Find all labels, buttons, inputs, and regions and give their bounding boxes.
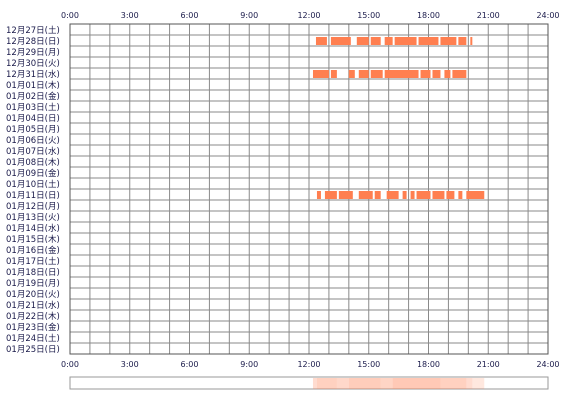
activity-bar <box>466 191 485 199</box>
activity-bar <box>432 191 445 199</box>
x-tick-label-bottom: 12:00 <box>297 360 320 369</box>
activity-bar <box>358 70 369 78</box>
x-tick-label-top: 6:00 <box>181 11 199 20</box>
activity-bars <box>312 37 485 199</box>
summary-segment <box>336 378 349 389</box>
x-tick-label-top: 9:00 <box>240 11 258 20</box>
row-label: 01月02日(金) <box>6 91 60 102</box>
x-tick-label-top: 0:00 <box>61 11 79 20</box>
row-label: 01月25日(日) <box>6 345 60 355</box>
activity-bar <box>338 191 353 199</box>
activity-bar <box>452 70 467 78</box>
row-label: 01月19日(月) <box>6 279 60 289</box>
plot-frame <box>69 23 549 355</box>
row-label: 01月16日(金) <box>6 245 60 256</box>
row-label: 01月15日(木) <box>6 234 60 245</box>
activity-bar <box>458 191 463 199</box>
row-label: 01月05日(月) <box>6 125 60 135</box>
activity-bar <box>384 37 393 45</box>
grid <box>69 23 549 355</box>
summary-segment <box>440 378 467 389</box>
row-label: 01月09日(金) <box>6 168 60 179</box>
row-label: 01月11日(日) <box>6 191 60 201</box>
activity-bar <box>370 37 381 45</box>
activity-bar <box>316 191 321 199</box>
x-tick-label-top: 21:00 <box>477 11 500 20</box>
row-label: 12月29日(月) <box>6 48 60 58</box>
x-tick-label-bottom: 15:00 <box>357 360 380 369</box>
activity-bar <box>324 191 337 199</box>
activity-bar <box>315 37 327 45</box>
row-label: 01月17日(土) <box>6 256 60 267</box>
row-label: 12月30日(火) <box>6 59 60 69</box>
activity-bar <box>330 37 351 45</box>
x-tick-label-top: 15:00 <box>357 11 380 20</box>
activity-bar <box>418 37 439 45</box>
summary-segment <box>312 378 317 389</box>
activity-bar <box>416 191 431 199</box>
row-labels: 12月27日(土)12月28日(日)12月29日(月)12月30日(火)12月3… <box>6 25 60 355</box>
x-tick-label-bottom: 18:00 <box>417 360 440 369</box>
row-label: 01月04日(日) <box>6 114 60 124</box>
summary-frame <box>69 376 549 390</box>
row-label: 01月13日(火) <box>6 213 60 223</box>
row-label: 01月06日(火) <box>6 136 60 146</box>
row-label: 01月24日(土) <box>6 333 60 344</box>
summary-segment <box>348 378 381 389</box>
summary-segment <box>316 378 337 389</box>
x-tick-label-top: 12:00 <box>297 11 320 20</box>
row-label: 01月20日(火) <box>6 290 60 300</box>
summary-segment <box>472 378 485 389</box>
row-label: 01月01日(木) <box>6 80 60 91</box>
activity-bar <box>348 70 355 78</box>
row-label: 01月23日(金) <box>6 322 60 333</box>
x-tick-label-bottom: 9:00 <box>240 360 258 369</box>
row-label: 12月28日(日) <box>6 37 60 47</box>
row-label: 01月12日(月) <box>6 202 60 212</box>
x-tick-label-top: 18:00 <box>417 11 440 20</box>
summary-strip <box>69 376 549 390</box>
activity-bar <box>370 70 383 78</box>
summary-segment <box>380 378 393 389</box>
row-label: 12月31日(水) <box>6 69 60 80</box>
x-tick-label-top: 24:00 <box>536 11 559 20</box>
x-tick-label-bottom: 21:00 <box>477 360 500 369</box>
activity-bar <box>470 37 473 45</box>
row-label: 01月18日(日) <box>6 268 60 278</box>
activity-bar <box>458 37 467 45</box>
row-label: 01月22日(木) <box>6 311 60 322</box>
x-tick-label-bottom: 24:00 <box>536 360 559 369</box>
activity-bar <box>394 37 417 45</box>
row-label: 01月21日(水) <box>6 300 60 311</box>
activity-bar <box>330 70 337 78</box>
row-label: 01月07日(水) <box>6 146 60 157</box>
activity-bar <box>386 191 399 199</box>
activity-bar <box>358 191 373 199</box>
summary-segment <box>466 378 473 389</box>
summary-segment <box>392 378 441 389</box>
activity-bar <box>374 191 381 199</box>
x-tick-label-top: 3:00 <box>121 11 139 20</box>
activity-bar <box>384 70 419 78</box>
top-axis-ticks: 0:00 3:00 6:00 9:00 12:00 15:00 18:00 21:00 24:0… <box>61 11 560 20</box>
activity-bar <box>420 70 431 78</box>
x-tick-label-bottom: 3:00 <box>121 360 139 369</box>
x-tick-label-bottom: 0:00 <box>61 360 79 369</box>
activity-bar <box>432 70 441 78</box>
activity-bar <box>446 191 455 199</box>
activity-bar <box>444 70 451 78</box>
activity-bar <box>312 70 329 78</box>
bottom-axis-ticks: 0:00 3:00 6:00 9:00 12:00 15:00 18:00 21:00 24:0… <box>61 360 560 369</box>
activity-bar <box>356 37 369 45</box>
x-tick-label-bottom: 6:00 <box>181 360 199 369</box>
activity-bar <box>402 191 407 199</box>
row-label: 01月08日(木) <box>6 157 60 168</box>
row-label: 01月10日(土) <box>6 179 60 190</box>
row-label: 01月14日(水) <box>6 223 60 234</box>
activity-bar <box>440 37 457 45</box>
row-label: 12月27日(土) <box>6 25 60 36</box>
row-label: 01月03日(土) <box>6 102 60 113</box>
activity-bar <box>410 191 415 199</box>
